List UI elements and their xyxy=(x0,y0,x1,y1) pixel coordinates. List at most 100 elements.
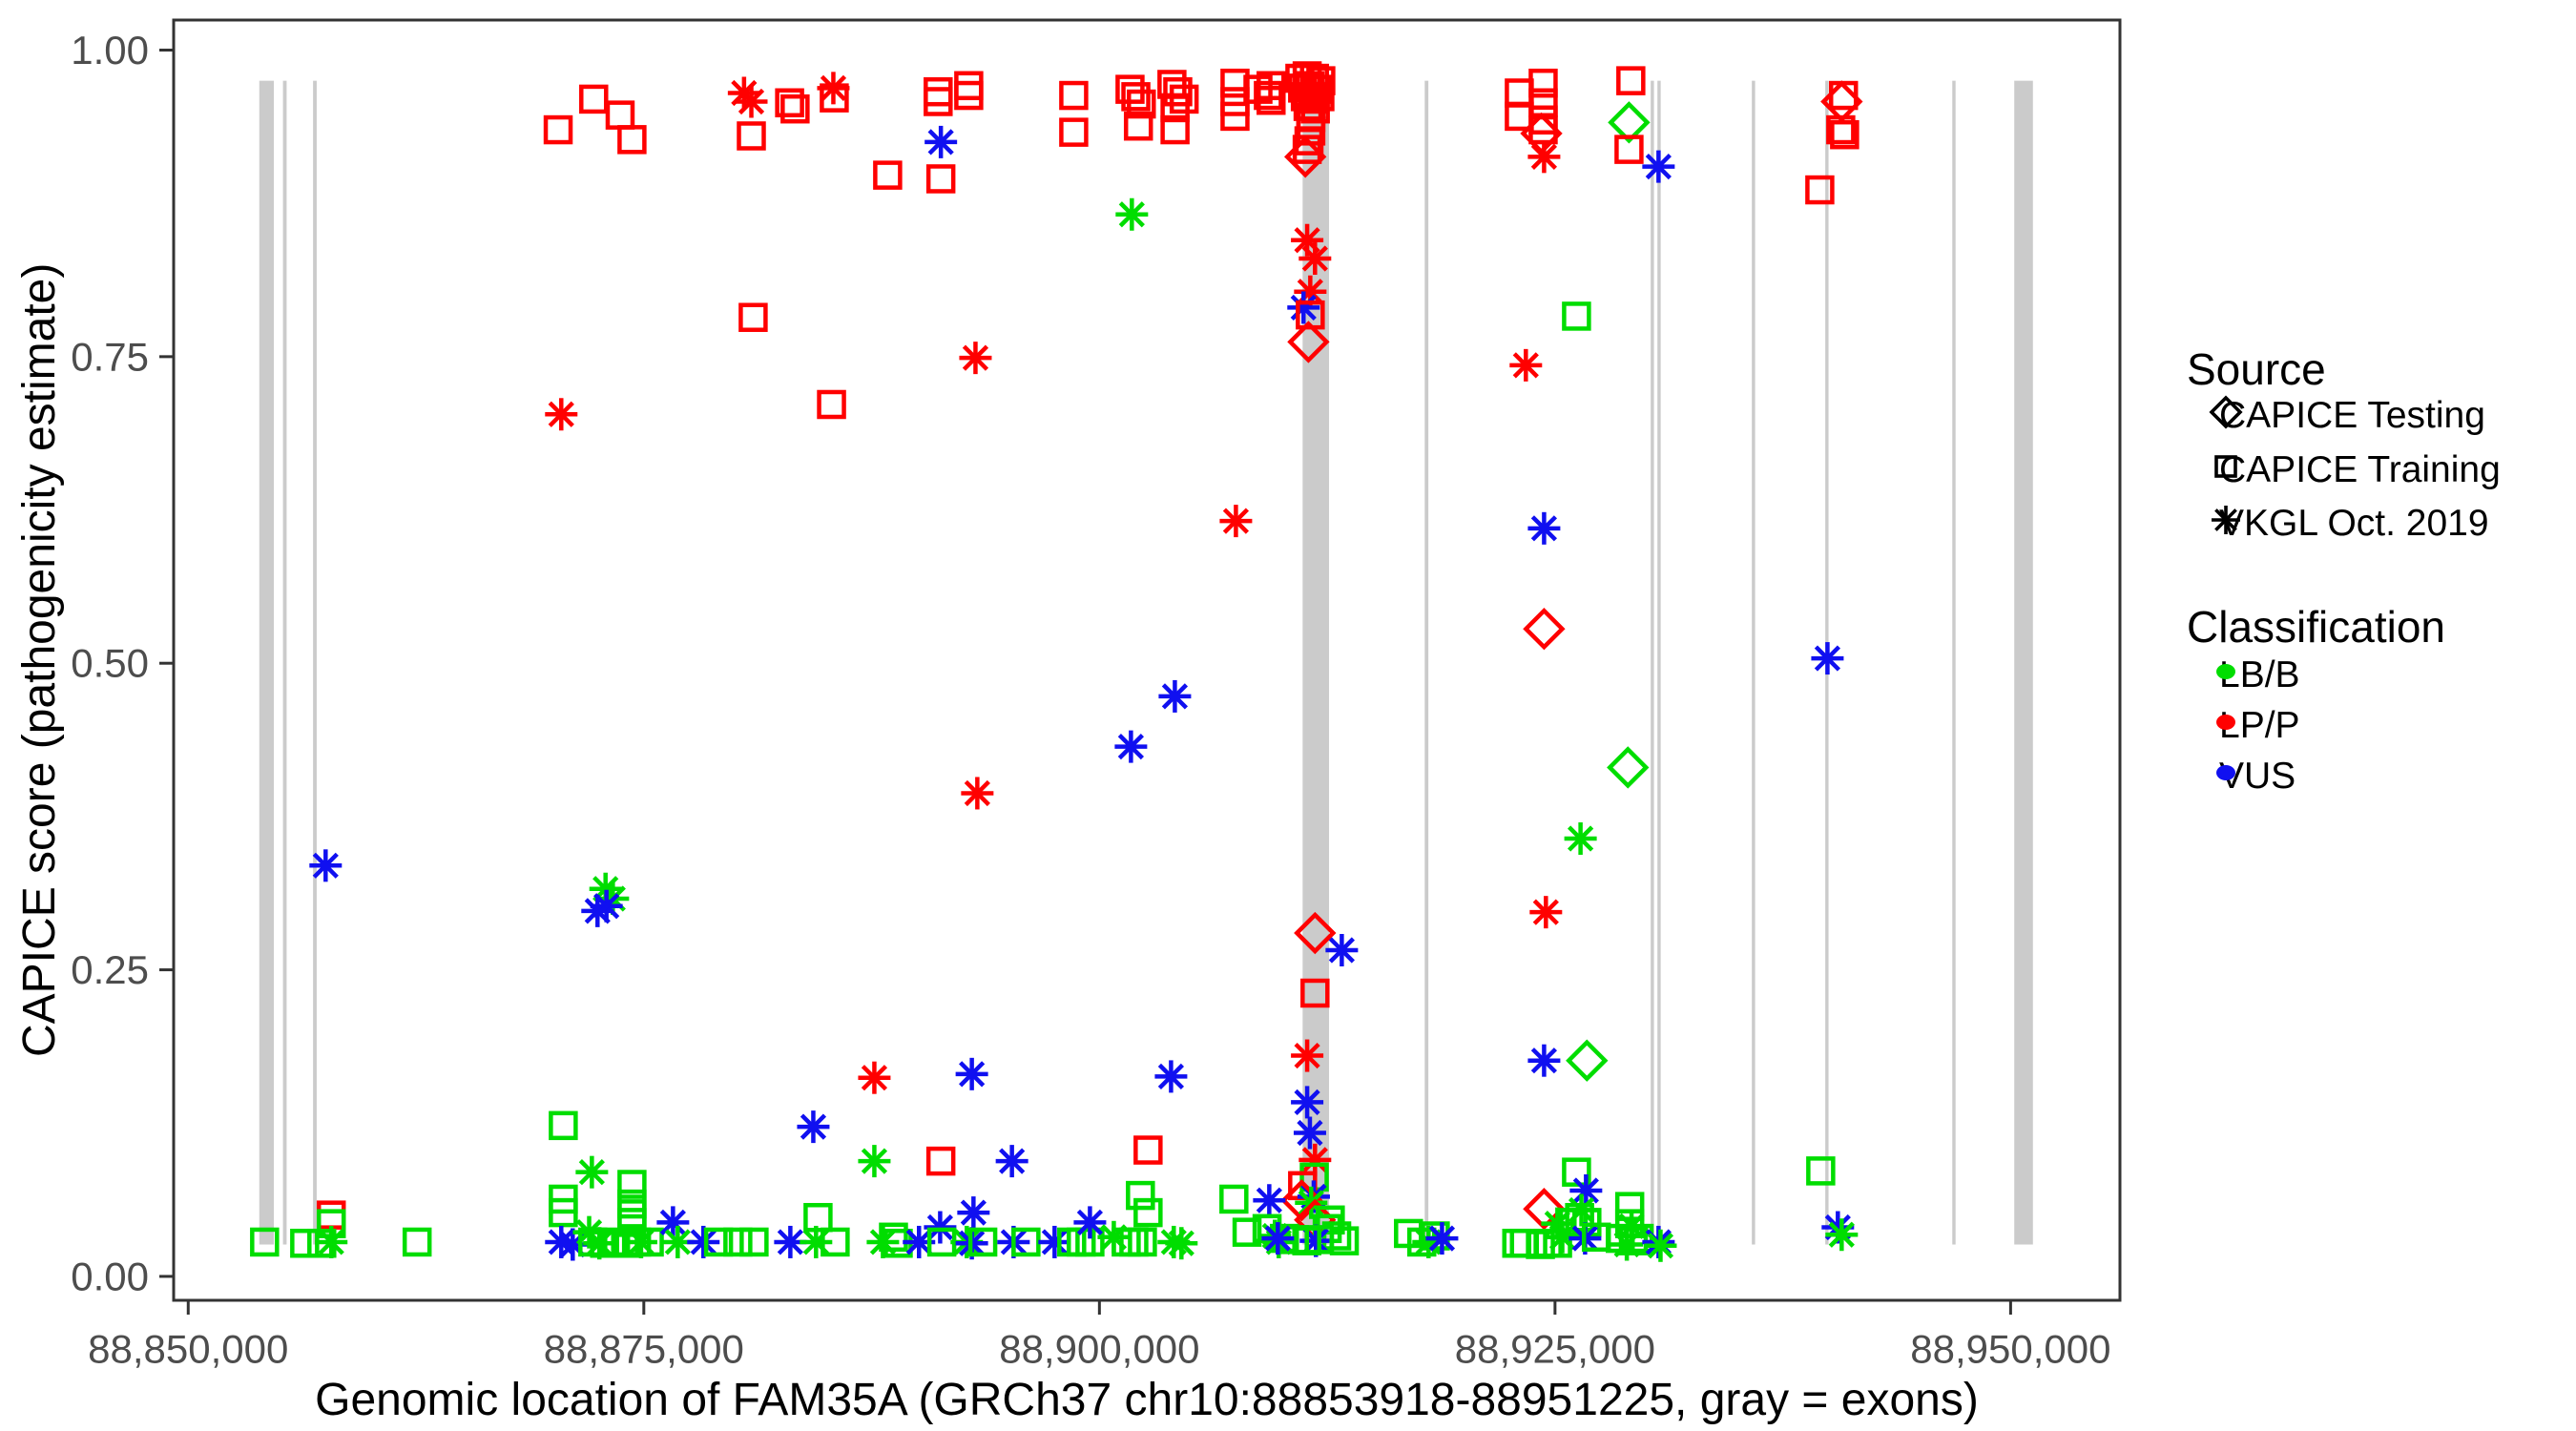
data-point xyxy=(1523,1188,1566,1231)
data-point xyxy=(661,1225,695,1258)
data-point xyxy=(1562,301,1591,331)
y-tick-label: 1.00 xyxy=(71,28,149,73)
data-point xyxy=(1505,78,1534,108)
data-point xyxy=(1163,76,1193,107)
data-point xyxy=(1123,111,1153,141)
data-point xyxy=(924,87,953,116)
data-point xyxy=(1287,291,1320,324)
data-point xyxy=(1283,135,1327,178)
data-point xyxy=(1232,1217,1262,1247)
data-point xyxy=(1119,1227,1149,1257)
data-point xyxy=(1128,1227,1157,1257)
data-point xyxy=(1298,84,1328,114)
y-axis-title: CAPICE score (pathogenicity estimate) xyxy=(14,262,65,1058)
data-point xyxy=(1261,1222,1295,1255)
legend-item-vus: VUS xyxy=(2204,751,2296,802)
y-tick-label: 0.75 xyxy=(71,334,149,379)
data-point xyxy=(797,1110,830,1144)
data-point xyxy=(1546,1220,1579,1254)
data-point xyxy=(1569,1173,1603,1207)
exon-band xyxy=(1952,80,1956,1245)
data-point xyxy=(1257,85,1286,115)
data-point xyxy=(1133,1197,1163,1228)
y-tick-label: 0.50 xyxy=(71,641,149,686)
data-point xyxy=(307,1228,337,1258)
data-point xyxy=(1294,911,1337,955)
data-point xyxy=(1425,1222,1459,1255)
data-point xyxy=(780,93,810,124)
data-point xyxy=(1038,1225,1071,1258)
data-point xyxy=(1523,608,1566,651)
data-point xyxy=(1607,746,1650,789)
data-point xyxy=(575,1155,609,1189)
data-point xyxy=(1121,82,1151,112)
data-point xyxy=(954,71,984,101)
data-point xyxy=(821,1227,850,1257)
legend-item-lpp: LP/P xyxy=(2204,700,2300,752)
data-point xyxy=(543,114,573,145)
data-point xyxy=(775,88,804,118)
data-point xyxy=(1293,1116,1326,1150)
green-dot-icon xyxy=(2216,664,2235,679)
data-point xyxy=(954,80,984,111)
data-point xyxy=(1614,135,1644,164)
x-tick-label: 88,875,000 xyxy=(544,1326,744,1371)
data-point xyxy=(1502,1228,1532,1258)
data-point xyxy=(957,1196,990,1230)
data-point xyxy=(1616,66,1646,95)
data-point xyxy=(1325,934,1359,967)
data-point xyxy=(1805,175,1835,205)
data-point xyxy=(1169,84,1199,114)
data-point xyxy=(1562,1157,1591,1187)
legend-item-label: CAPICE Testing xyxy=(2219,395,2485,436)
data-point xyxy=(803,1202,833,1233)
data-point xyxy=(1154,1060,1188,1093)
data-point xyxy=(624,1225,657,1258)
data-point xyxy=(1527,140,1561,174)
x-tick-label: 88,925,000 xyxy=(1455,1326,1655,1371)
data-point xyxy=(1610,1228,1644,1261)
data-point xyxy=(1527,511,1561,545)
data-point xyxy=(1826,114,1856,145)
data-point xyxy=(1528,68,1558,98)
data-point xyxy=(995,1145,1028,1178)
data-point xyxy=(1825,1218,1859,1252)
panel-border xyxy=(172,18,2122,1302)
data-point xyxy=(1219,1184,1249,1214)
data-point xyxy=(1529,896,1563,929)
exon-band xyxy=(282,80,287,1245)
data-point xyxy=(703,1227,734,1257)
x-tick-label: 88,900,000 xyxy=(999,1326,1199,1371)
data-point xyxy=(924,125,958,158)
legend-item-capice-testing: CAPICE Testing xyxy=(2204,390,2485,442)
exon-band xyxy=(1752,80,1755,1245)
data-point xyxy=(617,125,647,155)
exon-band xyxy=(313,80,317,1245)
legend-classification-title: Classification xyxy=(2187,602,2445,652)
data-point xyxy=(1220,101,1250,132)
data-point xyxy=(1280,1179,1323,1222)
data-point xyxy=(1566,1039,1609,1082)
blue-dot-icon xyxy=(2216,765,2235,780)
data-point xyxy=(1287,321,1330,363)
data-point xyxy=(1608,101,1651,144)
data-point xyxy=(1073,1206,1107,1239)
data-point xyxy=(1158,679,1192,713)
data-point xyxy=(1505,101,1534,132)
data-point xyxy=(737,121,766,151)
exon-band xyxy=(1424,80,1429,1245)
data-point xyxy=(1321,1221,1352,1251)
x-axis-title: Genomic location of FAM35A (GRCh37 chr10… xyxy=(315,1375,1979,1425)
data-point xyxy=(739,1227,769,1257)
exon-band xyxy=(259,80,275,1245)
data-point xyxy=(1564,822,1597,856)
data-point xyxy=(1300,93,1330,124)
red-dot-icon xyxy=(2216,715,2235,730)
legend-item-vkgl: VKGL Oct. 2019 xyxy=(2204,498,2489,550)
data-point xyxy=(1644,1229,1677,1262)
data-point xyxy=(925,1146,956,1176)
data-point xyxy=(1126,1180,1155,1211)
data-point xyxy=(1298,1143,1332,1176)
legend-item-capice-training: CAPICE Training xyxy=(2204,445,2501,496)
